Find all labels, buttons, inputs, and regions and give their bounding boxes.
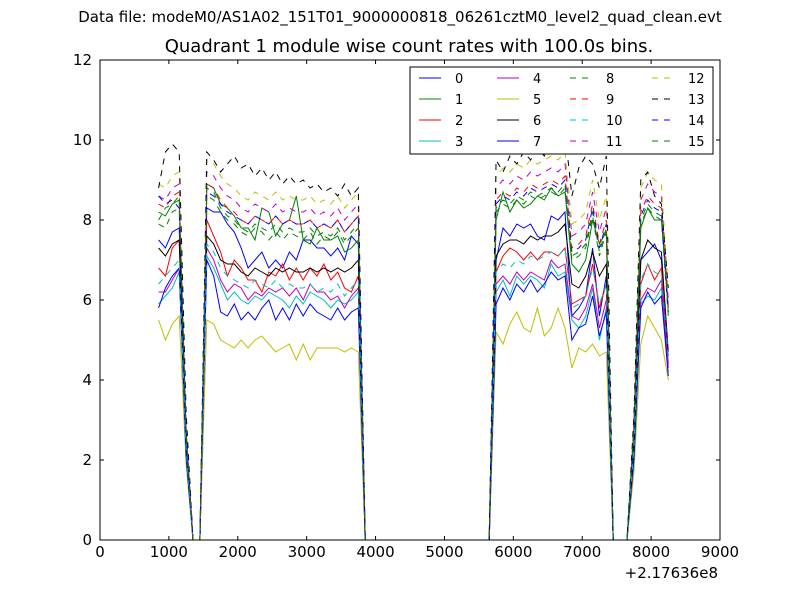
y-tick-label: 2: [82, 451, 92, 469]
legend-label-8: 8: [606, 72, 614, 87]
series-line-15: [158, 182, 669, 541]
legend-label-12: 12: [688, 72, 705, 87]
legend-label-14: 14: [688, 114, 705, 129]
legend-label-4: 4: [533, 72, 541, 87]
series-line-14: [158, 178, 669, 541]
axis-ticks: 0 1000 2000 3000 4000 5000 6000 7000 8000 9000 0 2 4…: [73, 51, 739, 561]
legend-label-7: 7: [533, 135, 541, 150]
legend-label-3: 3: [455, 135, 463, 150]
x-axis-offset-label: +2.17636e8: [625, 564, 718, 582]
y-tick-label: 4: [82, 371, 92, 389]
y-tick-label: 10: [73, 131, 92, 149]
y-tick-label: 8: [82, 211, 92, 229]
series-line-12: [158, 150, 669, 541]
legend-label-6: 6: [533, 114, 541, 129]
legend-box: [409, 66, 714, 155]
series-line-8: [158, 186, 669, 541]
legend-label-9: 9: [606, 93, 614, 108]
legend-label-2: 2: [455, 114, 463, 129]
series-lines: [158, 130, 669, 541]
legend-label-15: 15: [688, 135, 705, 150]
x-tick-label: 8000: [632, 543, 670, 561]
series-line-6: [158, 222, 669, 541]
series-line-11: [158, 162, 669, 541]
series-line-5: [158, 306, 669, 541]
x-tick-label: 9000: [701, 543, 739, 561]
series-line-2: [158, 219, 669, 541]
legend-label-10: 10: [606, 114, 623, 129]
series-line-0: [158, 207, 669, 541]
series-line-1: [158, 183, 669, 541]
x-tick-label: 0: [95, 543, 105, 561]
legend-label-13: 13: [688, 93, 705, 108]
y-tick-label: 0: [82, 531, 92, 549]
x-tick-label: 4000: [356, 543, 394, 561]
legend-label-5: 5: [533, 93, 541, 108]
legend-label-1: 1: [455, 93, 463, 108]
legend-label-0: 0: [455, 72, 463, 87]
legend-label-11: 11: [606, 135, 623, 150]
y-tick-label: 12: [73, 51, 92, 69]
x-tick-label: 2000: [219, 543, 257, 561]
x-tick-label: 1000: [150, 543, 188, 561]
series-line-7: [158, 259, 669, 541]
series-line-9: [158, 174, 669, 541]
x-tick-label: 7000: [563, 543, 601, 561]
x-tick-label: 3000: [288, 543, 326, 561]
y-tick-label: 6: [82, 291, 92, 309]
x-tick-label: 5000: [425, 543, 463, 561]
x-tick-label: 6000: [494, 543, 532, 561]
figure-suptitle: Data file: modeM0/AS1A02_151T01_90000008…: [78, 8, 722, 26]
chart-title: Quadrant 1 module wise count rates with …: [164, 36, 654, 57]
series-line-10: [158, 242, 669, 541]
